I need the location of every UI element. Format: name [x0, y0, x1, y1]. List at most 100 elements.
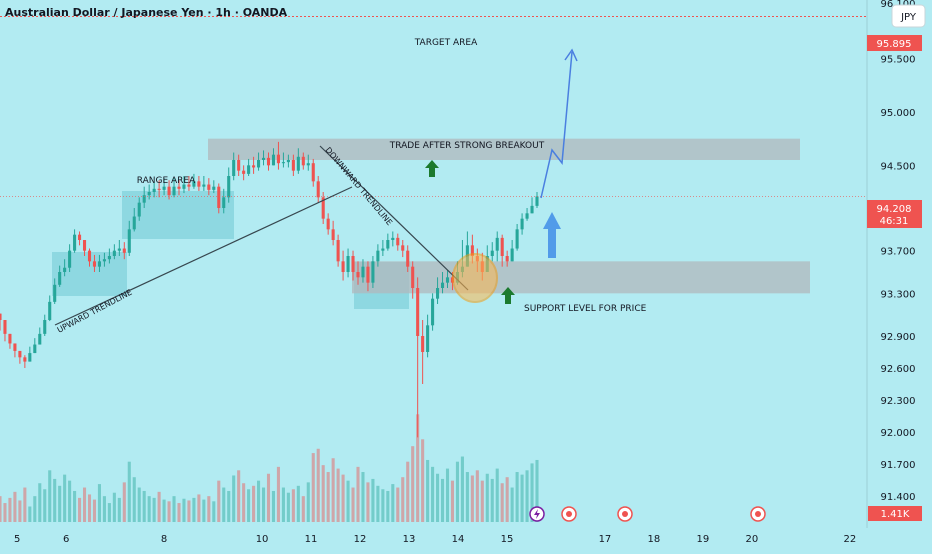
- volume-bar: [485, 473, 489, 522]
- y-tick-label: 92.900: [881, 332, 916, 343]
- candle-body: [416, 288, 420, 336]
- last-price-tag: 94.208 46:31: [867, 200, 922, 228]
- volume-bar: [157, 491, 161, 522]
- volume-bar: [33, 496, 37, 522]
- volume-bar: [500, 483, 504, 522]
- volume-bar: [68, 480, 72, 522]
- lightning-icon[interactable]: [529, 506, 545, 522]
- candle-body: [207, 184, 211, 190]
- volume-bar: [470, 475, 474, 522]
- volume-bar: [366, 482, 370, 522]
- event-icon[interactable]: [750, 506, 766, 522]
- candle-body: [530, 205, 534, 214]
- volume-bar: [38, 483, 42, 522]
- candle-body: [331, 229, 335, 240]
- event-icon[interactable]: [617, 506, 633, 522]
- volume-bar: [58, 485, 62, 522]
- volume-bar: [237, 470, 241, 522]
- volume-bar: [87, 494, 92, 522]
- candle-body: [232, 160, 236, 176]
- label-support-level: SUPPORT LEVEL FOR PRICE: [524, 304, 647, 314]
- volume-bar: [535, 459, 539, 522]
- candle-body: [237, 160, 241, 171]
- volume-bar: [286, 492, 290, 522]
- volume-bars: [0, 414, 539, 522]
- volume-bar: [396, 487, 400, 522]
- candle-body: [28, 353, 32, 362]
- volume-bar: [416, 414, 420, 522]
- candle-body: [306, 163, 310, 166]
- candle-body: [87, 250, 92, 262]
- volume-bar: [187, 500, 191, 522]
- volume-bar: [510, 487, 514, 522]
- volume-bar: [361, 472, 365, 522]
- currency-button[interactable]: JPY: [891, 4, 926, 28]
- currency-button-label[interactable]: JPY: [900, 12, 917, 23]
- candle-body: [406, 250, 410, 267]
- volume-bar: [3, 503, 7, 522]
- volume-bar: [346, 480, 350, 522]
- annotation-zones: [52, 138, 810, 309]
- volume-bar: [177, 503, 181, 522]
- candle-body: [217, 186, 221, 208]
- event-icon-dot[interactable]: [566, 511, 572, 517]
- label-target-area: TARGET AREA: [414, 38, 478, 48]
- candle-body: [296, 156, 300, 171]
- projected-arrowhead-icon: [564, 48, 578, 62]
- volume-bar: [490, 478, 494, 522]
- volume-bar: [207, 496, 211, 522]
- candle-body: [336, 240, 340, 262]
- candle-body: [426, 325, 430, 352]
- volume-bar: [495, 468, 499, 522]
- volume-bar: [371, 478, 375, 522]
- candle-body: [311, 163, 315, 182]
- volume-label: 1.41K: [881, 509, 910, 520]
- candle-body: [147, 192, 151, 196]
- candle-body: [525, 213, 529, 219]
- volume-bar: [63, 474, 67, 522]
- candle-body: [276, 154, 280, 164]
- volume-bar: [505, 477, 509, 522]
- event-icon-dot[interactable]: [622, 511, 628, 517]
- candle-body: [0, 313, 2, 320]
- label-range-area: RANGE AREA: [137, 176, 196, 186]
- candle-body: [301, 156, 305, 166]
- volume-bar: [23, 487, 27, 522]
- volume-bar: [222, 487, 226, 522]
- candle-body: [495, 237, 499, 251]
- event-icon[interactable]: [561, 506, 577, 522]
- volume-bar: [291, 489, 295, 522]
- candle-body: [386, 240, 390, 249]
- candle-body: [356, 272, 360, 278]
- candle-body: [326, 218, 330, 230]
- candle-body: [53, 284, 57, 302]
- candle-body: [376, 250, 380, 262]
- candle-body: [13, 343, 17, 351]
- volume-bar: [107, 503, 111, 522]
- candle-body: [58, 272, 62, 285]
- volume-bar: [341, 474, 345, 522]
- candle-body: [381, 248, 385, 251]
- currency-button-bg[interactable]: [891, 4, 926, 28]
- lightning-icon-bolt[interactable]: [534, 509, 540, 519]
- volume-bar: [331, 458, 335, 522]
- volume-bar: [252, 485, 256, 522]
- candle-body: [132, 216, 136, 230]
- y-tick-label: 92.600: [881, 364, 916, 375]
- time-axis[interactable]: 5 6 8 10 11 12 13 14 15 17 18 19 20 22: [14, 534, 856, 545]
- volume-bar: [127, 461, 131, 522]
- event-icon-dot[interactable]: [755, 511, 761, 517]
- candle-body: [212, 186, 216, 190]
- candle-body: [167, 186, 171, 196]
- volume-bar: [43, 489, 47, 522]
- candle-body: [391, 237, 395, 240]
- x-tick-label: 13: [403, 534, 416, 545]
- candle-body: [261, 157, 266, 160]
- candle-body: [401, 245, 405, 251]
- candle-body: [266, 157, 271, 166]
- volume-tag-bg: [868, 506, 922, 521]
- event-markers[interactable]: [529, 506, 766, 522]
- volume-bar: [465, 472, 469, 522]
